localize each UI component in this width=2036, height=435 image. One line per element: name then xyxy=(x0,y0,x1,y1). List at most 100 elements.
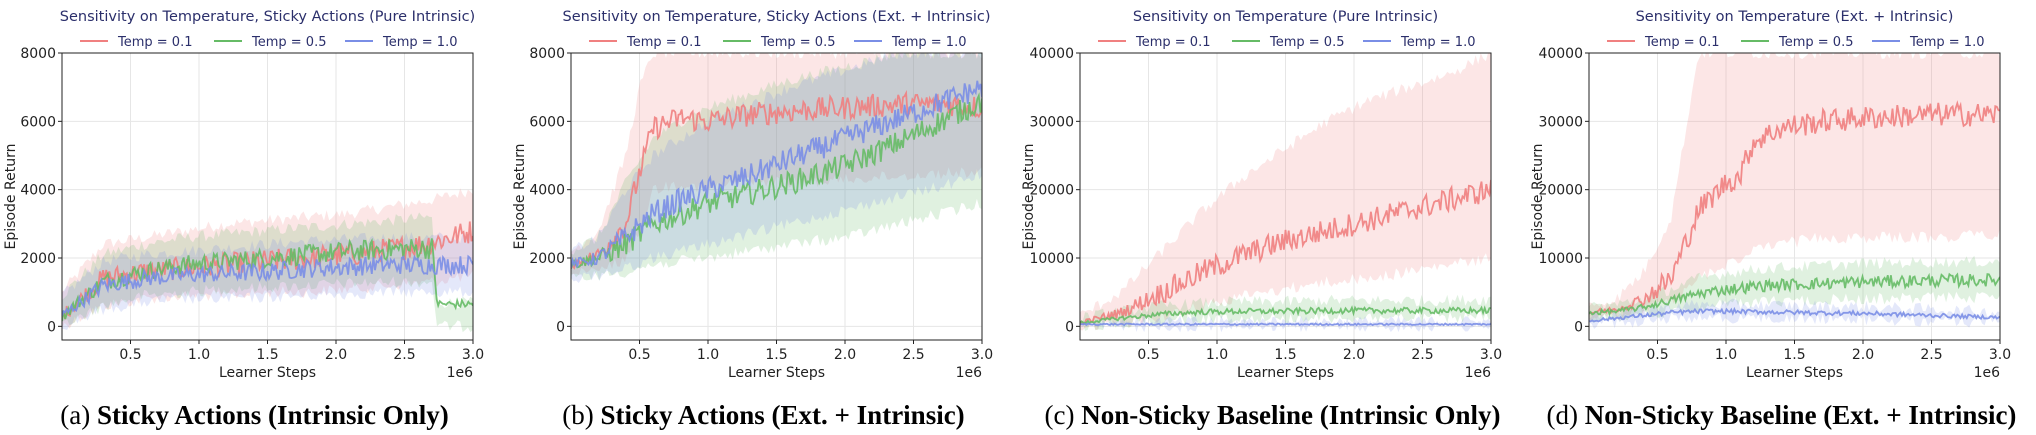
series-line-1 xyxy=(571,92,982,269)
chart-panel-1: 0.5 1.0 1.5 2.0 2.5 3.0 0 2000 4000 6000 8000 1e6 Le… xyxy=(509,0,1018,435)
y-tick-label: 0 xyxy=(1574,319,1583,335)
y-axis-label: Episode Return xyxy=(3,144,19,250)
legend-entry: Temp = 0.1 xyxy=(626,35,701,50)
legend-entry: Temp = 0.5 xyxy=(251,35,326,50)
series-line-2 xyxy=(1589,306,2000,323)
y-tick-label: 6000 xyxy=(529,114,565,130)
y-tick-label: 0 xyxy=(556,319,565,335)
y-tick-label: 2000 xyxy=(20,251,56,267)
x-tick-label: 0.5 xyxy=(119,347,141,363)
plot-area xyxy=(1080,53,1491,333)
caption-text: Non-Sticky Baseline (Intrinsic Only) xyxy=(1081,400,1501,430)
y-tick-label: 30000 xyxy=(1538,114,1583,130)
caption-text: Sticky Actions (Ext. + Intrinsic) xyxy=(600,400,965,430)
x-multiplier: 1e6 xyxy=(956,365,983,381)
x-tick-label: 1.5 xyxy=(256,347,278,363)
chart-panel-3: 0.5 1.0 1.5 2.0 2.5 3.0 0 10000 20000 30000 40000 1… xyxy=(1527,0,2036,435)
legend-entry: Temp = 0.5 xyxy=(1269,35,1344,50)
x-tick-label: 3.0 xyxy=(1989,347,2011,363)
legend-entry: Temp = 1.0 xyxy=(1400,35,1475,50)
x-axis-label: Learner Steps xyxy=(1237,365,1334,381)
x-tick-label: 3.0 xyxy=(1480,347,1502,363)
x-tick-label: 1.0 xyxy=(1715,347,1737,363)
plot-area xyxy=(62,188,473,333)
chart-panel-0: 0.5 1.0 1.5 2.0 2.5 3.0 0 2000 4000 6000 8000 1e6 Le… xyxy=(0,0,509,435)
caption-text: Sticky Actions (Intrinsic Only) xyxy=(96,400,449,430)
y-tick-label: 8000 xyxy=(20,46,56,62)
x-tick-label: 1.0 xyxy=(697,347,719,363)
legend-entry: Temp = 0.5 xyxy=(760,35,835,50)
y-tick-label: 0 xyxy=(47,319,56,335)
chart-title: Sensitivity on Temperature (Ext. + Intri… xyxy=(1636,9,1954,25)
y-tick-label: 2000 xyxy=(529,251,565,267)
caption-label: (b) xyxy=(562,400,601,430)
x-tick-label: 1.0 xyxy=(1206,347,1228,363)
x-tick-label: 2.0 xyxy=(834,347,856,363)
y-tick-label: 10000 xyxy=(1538,251,1583,267)
figure-caption: (b) Sticky Actions (Ext. + Intrinsic) xyxy=(509,400,1018,431)
x-tick-label: 1.5 xyxy=(1274,347,1296,363)
figure-caption: (c) Non-Sticky Baseline (Intrinsic Only) xyxy=(1018,400,1527,431)
caption-text: Non-Sticky Baseline (Ext. + Intrinsic) xyxy=(1584,400,2017,430)
series-line-2 xyxy=(1080,322,1491,327)
series-line-2 xyxy=(571,80,982,269)
chart-svg: 0.5 1.0 1.5 2.0 2.5 3.0 0 10000 20000 30000 40000 1… xyxy=(1530,9,2011,381)
chart-title: Sensitivity on Temperature, Sticky Actio… xyxy=(60,9,475,25)
x-tick-label: 2.0 xyxy=(325,347,347,363)
legend-entry: Temp = 0.1 xyxy=(1135,35,1210,50)
y-tick-label: 40000 xyxy=(1029,46,1074,62)
y-tick-label: 20000 xyxy=(1538,183,1583,199)
y-tick-label: 0 xyxy=(1065,319,1074,335)
series-line-0 xyxy=(571,89,982,270)
x-tick-label: 2.0 xyxy=(1343,347,1365,363)
legend-entry: Temp = 1.0 xyxy=(891,35,966,50)
x-tick-label: 1.0 xyxy=(188,347,210,363)
chart-svg: 0.5 1.0 1.5 2.0 2.5 3.0 0 10000 20000 30000 40000 1… xyxy=(1021,9,1502,381)
legend-entry: Temp = 1.0 xyxy=(1909,35,1984,50)
series-band-0 xyxy=(62,188,473,329)
x-tick-label: 2.5 xyxy=(393,347,415,363)
y-axis-label: Episode Return xyxy=(512,144,528,250)
figure-caption: (a) Sticky Actions (Intrinsic Only) xyxy=(0,400,509,431)
series-band-1 xyxy=(1080,294,1491,331)
x-axis-label: Learner Steps xyxy=(219,365,316,381)
legend-entry: Temp = 0.5 xyxy=(1778,35,1853,50)
x-multiplier: 1e6 xyxy=(1465,365,1492,381)
x-multiplier: 1e6 xyxy=(1974,365,2001,381)
y-tick-label: 6000 xyxy=(20,114,56,130)
x-tick-label: 1.5 xyxy=(765,347,787,363)
x-axis-label: Learner Steps xyxy=(1746,365,1843,381)
x-multiplier: 1e6 xyxy=(447,365,474,381)
y-axis-label: Episode Return xyxy=(1530,144,1546,250)
x-tick-label: 0.5 xyxy=(1646,347,1668,363)
series-line-1 xyxy=(1080,305,1491,325)
x-tick-label: 2.0 xyxy=(1852,347,1874,363)
x-tick-label: 0.5 xyxy=(1137,347,1159,363)
x-tick-label: 3.0 xyxy=(971,347,993,363)
chart-panel-2: 0.5 1.0 1.5 2.0 2.5 3.0 0 10000 20000 30000 40000 1… xyxy=(1018,0,1527,435)
chart-title: Sensitivity on Temperature (Pure Intrins… xyxy=(1133,9,1438,25)
legend-entry: Temp = 1.0 xyxy=(382,35,457,50)
series-band-0 xyxy=(1589,53,2000,323)
series-band-0 xyxy=(1080,53,1491,331)
caption-label: (d) xyxy=(1546,400,1585,430)
x-tick-label: 1.5 xyxy=(1783,347,1805,363)
y-tick-label: 8000 xyxy=(529,46,565,62)
x-axis-label: Learner Steps xyxy=(728,365,825,381)
series-line-0 xyxy=(1080,179,1491,325)
x-tick-label: 2.5 xyxy=(1411,347,1433,363)
series-band-2 xyxy=(62,232,473,330)
series-line-1 xyxy=(62,237,473,321)
y-axis-label: Episode Return xyxy=(1021,144,1037,250)
chart-svg: 0.5 1.0 1.5 2.0 2.5 3.0 0 2000 4000 6000 8000 1e6 Le… xyxy=(512,9,993,381)
y-tick-label: 4000 xyxy=(20,183,56,199)
x-tick-label: 2.5 xyxy=(1920,347,1942,363)
plot-area xyxy=(571,53,982,283)
y-tick-label: 4000 xyxy=(529,183,565,199)
plot-area xyxy=(1589,53,2000,329)
caption-label: (c) xyxy=(1044,400,1082,430)
x-tick-label: 2.5 xyxy=(902,347,924,363)
chart-title: Sensitivity on Temperature, Sticky Actio… xyxy=(563,9,991,25)
x-tick-label: 3.0 xyxy=(462,347,484,363)
